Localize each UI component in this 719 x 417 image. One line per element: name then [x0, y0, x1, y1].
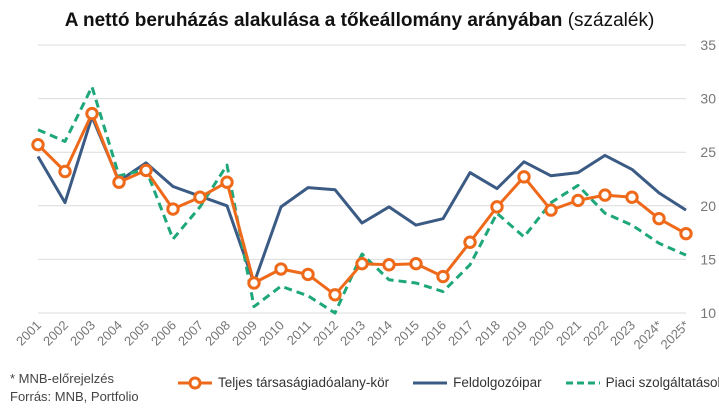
- data-point-marker: [58, 164, 72, 179]
- x-tick-label: 2016: [418, 318, 449, 349]
- legend-item-manufacturing: Feldolgozóipar: [413, 375, 542, 390]
- legend-item-total: Teljes társaságiadóalany-kör: [178, 375, 389, 390]
- x-tick-label: 2010: [256, 318, 287, 349]
- data-point-marker: [652, 211, 666, 226]
- x-tick-label: 2003: [67, 318, 98, 349]
- data-point-marker: [85, 106, 99, 121]
- legend-swatch-manufacturing: [413, 381, 448, 384]
- x-tick-label: 2013: [337, 318, 368, 349]
- x-tick-label: 2009: [229, 318, 260, 349]
- legend-label-total: Teljes társaságiadóalany-kör: [218, 375, 390, 390]
- series-line-2: [37, 85, 687, 315]
- source-footnote: Forrás: MNB, Portfolio: [10, 389, 139, 404]
- y-tick-label: 10: [700, 305, 716, 321]
- data-point-marker: [409, 256, 423, 271]
- legend: Teljes társaságiadóalany-kör Feldolgozói…: [178, 375, 719, 390]
- data-point-marker: [490, 200, 504, 214]
- y-tick-label: 35: [700, 37, 716, 53]
- data-point-marker: [544, 203, 558, 217]
- data-point-marker: [220, 175, 234, 189]
- x-tick-label: 2011: [284, 318, 314, 348]
- y-tick-label: 30: [700, 91, 716, 107]
- markers-layer: [31, 106, 693, 302]
- data-point-marker: [679, 226, 693, 241]
- data-point-marker: [571, 193, 585, 208]
- legend-label-manufacturing: Feldolgozóipar: [453, 375, 542, 390]
- data-point-marker: [517, 170, 531, 184]
- x-tick-label: 2019: [499, 318, 530, 349]
- y-tick-label: 20: [700, 198, 716, 214]
- x-tick-label: 2014: [364, 318, 395, 349]
- legend-item-services: Piaci szolgáltatások: [565, 375, 719, 390]
- x-tick-label: 2024*: [630, 318, 665, 353]
- data-point-marker: [112, 175, 126, 189]
- x-tick-label: 2017: [445, 318, 476, 349]
- x-tick-label: 2018: [472, 318, 503, 349]
- data-point-marker: [382, 258, 396, 272]
- data-point-marker: [355, 256, 369, 271]
- data-point-marker: [625, 190, 639, 204]
- x-tick-label: 2025*: [657, 318, 692, 353]
- chart-title-main: A nettó beruházás alakulása a tőkeállomá…: [64, 10, 563, 31]
- data-point-marker: [301, 267, 315, 282]
- x-tick-label: 2007: [175, 318, 206, 349]
- series-line-1: [36, 115, 687, 285]
- data-point-marker: [139, 163, 153, 178]
- y-tick-label: 25: [700, 144, 716, 160]
- x-tick-label: 2021: [553, 318, 584, 349]
- x-tick-label: 2015: [391, 318, 422, 349]
- data-point-marker: [166, 202, 180, 216]
- data-point-marker: [193, 190, 207, 204]
- y-axis-ticks: 10 15 20 25 30 35: [700, 37, 716, 321]
- legend-swatch-services: [565, 381, 600, 384]
- forecast-footnote: * MNB-előrejelzés: [10, 371, 115, 386]
- data-point-marker: [463, 235, 477, 249]
- data-point-marker: [436, 269, 450, 284]
- data-point-marker: [247, 276, 261, 290]
- data-point-marker: [31, 137, 45, 152]
- gridlines: [38, 44, 686, 314]
- legend-swatch-total: [178, 376, 212, 389]
- x-tick-label: 2020: [526, 318, 557, 349]
- data-point-marker: [274, 262, 288, 276]
- chart-title: A nettó beruházás alakulása a tőkeállomá…: [0, 10, 719, 32]
- x-tick-label: 2008: [202, 318, 233, 349]
- x-tick-label: 2022: [580, 318, 611, 349]
- x-tick-label: 2005: [121, 318, 152, 349]
- x-tick-label: 2002: [40, 318, 71, 349]
- data-point-marker: [598, 188, 612, 202]
- series-layer: [36, 85, 687, 315]
- x-axis-ticks: 2001200220032004200520062007200820092010…: [13, 318, 692, 353]
- x-tick-label: 2004: [94, 318, 125, 349]
- chart-title-unit: (százalék): [567, 10, 655, 31]
- x-tick-label: 2012: [310, 318, 341, 349]
- x-tick-label: 2001: [13, 318, 44, 349]
- data-point-marker: [328, 288, 342, 302]
- x-tick-label: 2006: [148, 318, 179, 349]
- y-tick-label: 15: [700, 251, 716, 267]
- legend-label-services: Piaci szolgáltatások: [605, 375, 719, 390]
